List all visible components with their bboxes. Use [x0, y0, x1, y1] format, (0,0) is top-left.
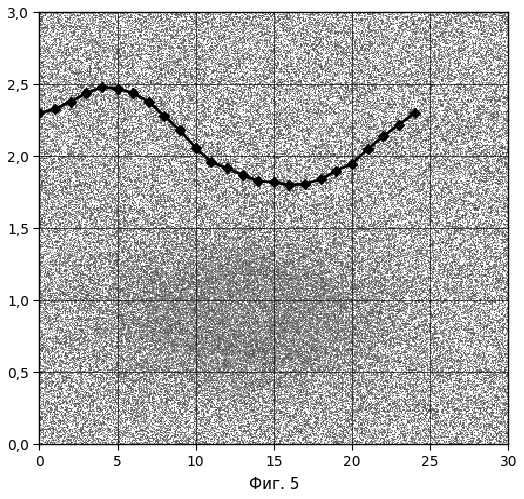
X-axis label: Фиг. 5: Фиг. 5: [248, 477, 299, 492]
